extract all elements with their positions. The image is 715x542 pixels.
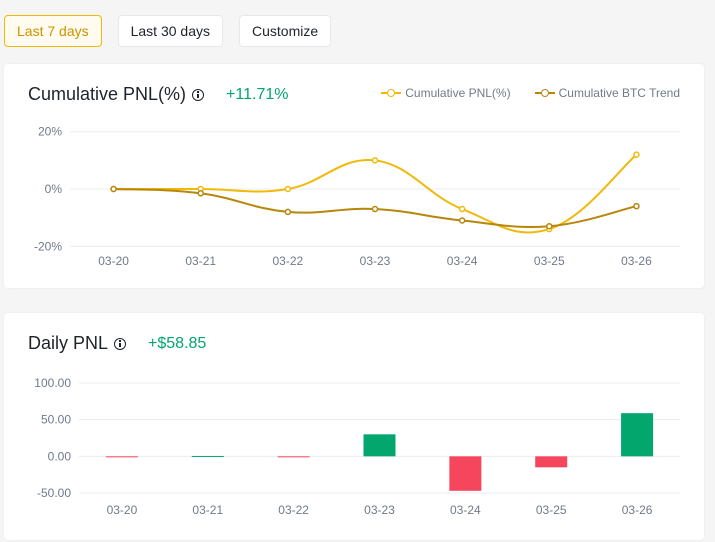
data-point-btc-trend xyxy=(110,185,117,193)
bar xyxy=(535,456,568,468)
date-range-selector: Last 7 days Last 30 days Customize xyxy=(4,15,332,47)
legend-item-cumulative-pnl[interactable]: Cumulative PNL(%) xyxy=(381,86,511,100)
customize-button[interactable]: Customize xyxy=(239,15,332,47)
legend-label-btc-trend: Cumulative BTC Trend xyxy=(558,86,680,100)
x-tick-label: 03-26 xyxy=(621,254,652,268)
data-point-cumulative-pnl xyxy=(371,157,379,164)
bar xyxy=(191,455,224,457)
daily-pnl-value: +$58.85 xyxy=(148,334,207,352)
x-tick-label: 03-20 xyxy=(107,503,138,517)
y-tick-label: -50.00 xyxy=(37,486,71,500)
data-point-btc-trend xyxy=(458,217,466,224)
data-point-cumulative-pnl xyxy=(284,185,292,193)
x-tick-label: 03-24 xyxy=(450,503,481,517)
bar xyxy=(449,456,482,491)
x-tick-label: 03-22 xyxy=(278,503,309,517)
x-tick-label: 03-21 xyxy=(192,503,223,517)
legend-swatch-cumulative-pnl xyxy=(381,89,402,97)
y-tick-label: -20% xyxy=(34,239,62,253)
x-tick-label: 03-26 xyxy=(622,503,653,517)
x-tick-label: 03-25 xyxy=(536,503,567,517)
info-icon[interactable] xyxy=(192,88,205,101)
x-tick-label: 03-23 xyxy=(364,503,395,517)
daily-pnl-title: Daily PNL xyxy=(28,333,109,353)
bar xyxy=(105,456,138,458)
data-point-btc-trend xyxy=(284,208,292,216)
info-icon[interactable] xyxy=(114,337,127,350)
legend-item-btc-trend[interactable]: Cumulative BTC Trend xyxy=(534,86,680,100)
bar xyxy=(363,434,396,457)
chart-legend: Cumulative PNL(%) Cumulative BTC Trend xyxy=(381,86,680,100)
cumulative-pnl-title: Cumulative PNL(%) xyxy=(28,84,187,104)
data-point-cumulative-pnl xyxy=(633,151,640,158)
bar xyxy=(277,456,310,458)
x-tick-label: 03-20 xyxy=(98,254,129,268)
cumulative-pnl-value: +11.71% xyxy=(226,85,289,103)
daily-pnl-chart: 100.00 50.00 0.00 -50.00 03-20 03-21 03-22 03-2… xyxy=(34,376,680,517)
daily-pnl-header: Daily PNL +$58.85 xyxy=(28,333,206,354)
last-30-days-button[interactable]: Last 30 days xyxy=(117,15,223,47)
x-tick-label: 03-23 xyxy=(360,254,391,268)
x-tick-label: 03-25 xyxy=(534,254,565,268)
data-point-btc-trend xyxy=(633,202,640,210)
data-point-btc-trend xyxy=(546,222,553,230)
y-tick-label: 100.00 xyxy=(34,376,71,390)
data-point-btc-trend xyxy=(197,190,204,197)
last-7-days-button[interactable]: Last 7 days xyxy=(4,15,102,47)
daily-pnl-card: 100.00 50.00 0.00 -50.00 03-20 03-21 03-22 03-2… xyxy=(4,313,704,540)
cumulative-pnl-header: Cumulative PNL(%) +11.71% xyxy=(28,84,288,105)
cumulative-pnl-chart: 20% 0% -20% 03-20 03-21 03-22 03-23 03-24 03-25 0… xyxy=(34,125,680,268)
y-tick-label: 0.00 xyxy=(48,449,72,463)
x-tick-label: 03-22 xyxy=(273,254,304,268)
bar xyxy=(621,413,654,457)
legend-label-cumulative-pnl: Cumulative PNL(%) xyxy=(405,86,511,100)
data-point-btc-trend xyxy=(371,205,379,213)
y-tick-label: 50.00 xyxy=(41,413,71,427)
series-line-cumulative-pnl xyxy=(113,153,638,234)
x-tick-label: 03-24 xyxy=(447,254,478,268)
y-tick-label: 20% xyxy=(38,125,62,139)
cumulative-pnl-card: 20% 0% -20% 03-20 03-21 03-22 03-23 03-24 03-25 0… xyxy=(4,64,704,288)
y-tick-label: 0% xyxy=(45,182,63,196)
legend-swatch-btc-trend xyxy=(534,89,555,97)
x-tick-label: 03-21 xyxy=(185,254,216,268)
data-point-cumulative-pnl xyxy=(458,205,466,213)
